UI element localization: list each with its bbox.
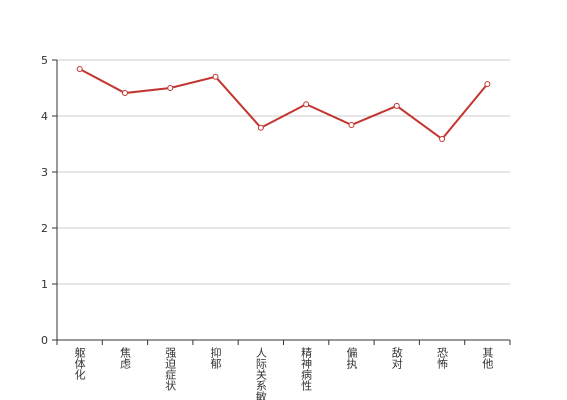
line bbox=[79, 68, 489, 141]
x-tick-label: 人际关系敏感 bbox=[254, 347, 267, 400]
x-tick-label: 强迫症状 bbox=[164, 347, 177, 391]
x-tick-label: 抑郁 bbox=[209, 346, 222, 369]
y-tick-label: 2 bbox=[41, 222, 48, 235]
point bbox=[257, 124, 264, 131]
y-tick-label: 0 bbox=[41, 334, 48, 347]
point bbox=[212, 73, 219, 80]
y-tick-label: 5 bbox=[41, 54, 48, 67]
y-tick-label: 1 bbox=[41, 278, 48, 291]
point bbox=[76, 65, 83, 72]
point bbox=[121, 90, 128, 97]
y-tick-label: 3 bbox=[41, 166, 48, 179]
point bbox=[167, 85, 174, 91]
x-tick-label: 敌对 bbox=[390, 346, 403, 369]
point bbox=[303, 101, 310, 108]
y-tick-label: 4 bbox=[41, 110, 48, 123]
point bbox=[348, 121, 355, 128]
x-tick-label: 焦虑 bbox=[118, 347, 131, 369]
point bbox=[484, 81, 491, 88]
x-tick-label: 精神病性 bbox=[300, 347, 313, 392]
x-tick-label: 躯体化 bbox=[73, 347, 86, 381]
point bbox=[393, 102, 400, 109]
x-tick-label: 恐怖 bbox=[436, 347, 449, 369]
point bbox=[439, 135, 446, 142]
x-tick-label: 偏执 bbox=[345, 346, 358, 370]
x-tick-label: 其他 bbox=[481, 347, 494, 369]
